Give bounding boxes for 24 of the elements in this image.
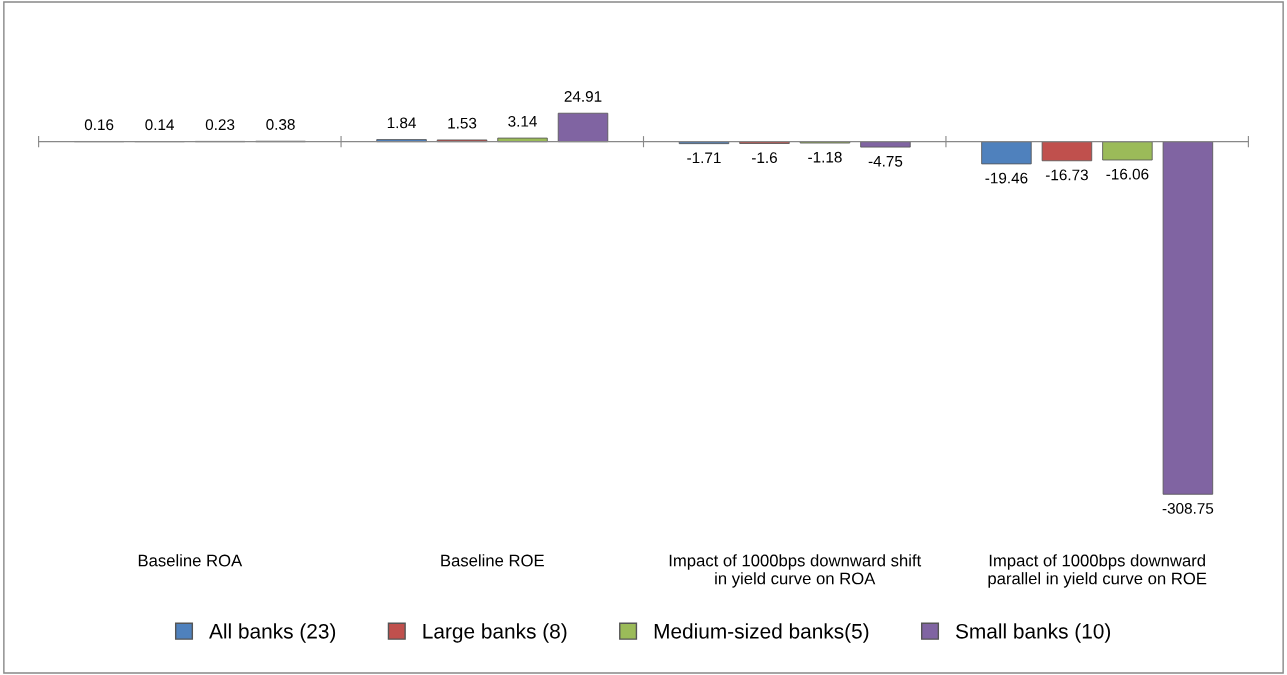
x-tick-label: Baseline ROA — [138, 554, 243, 567]
data-label: -308.75 — [1162, 503, 1214, 514]
data-label: 1.53 — [448, 117, 477, 129]
x-tick-label: Impact of 1000bps downward shift in yield curve on ROA — [669, 554, 922, 588]
data-label: 0.38 — [266, 119, 295, 130]
data-label: 24.91 — [564, 91, 602, 102]
legend-label: Small banks (10) — [955, 623, 1111, 643]
x-tick-label: Impact of 1000bps downward parallel in yield curve on ROE — [988, 554, 1207, 588]
data-label: -16.06 — [1106, 168, 1149, 180]
data-label: 0.23 — [205, 119, 235, 131]
legend-label: All banks (23) — [209, 623, 336, 643]
data-label: 0.14 — [145, 119, 175, 131]
data-label: -19.46 — [985, 172, 1028, 184]
data-label: -4.75 — [868, 155, 903, 167]
data-label: 1.84 — [387, 117, 416, 129]
data-label: 3.14 — [508, 115, 537, 127]
legend-label: Medium-sized banks(5) — [654, 623, 869, 643]
data-label: -1.6 — [751, 152, 777, 164]
data-label: -16.73 — [1045, 169, 1088, 181]
data-label: -1.18 — [808, 151, 842, 163]
data-label: -1.71 — [687, 152, 721, 164]
data-label: 0.16 — [84, 119, 114, 131]
legend-label: Large banks (8) — [423, 623, 567, 643]
x-tick-label: Baseline ROE — [441, 554, 544, 567]
